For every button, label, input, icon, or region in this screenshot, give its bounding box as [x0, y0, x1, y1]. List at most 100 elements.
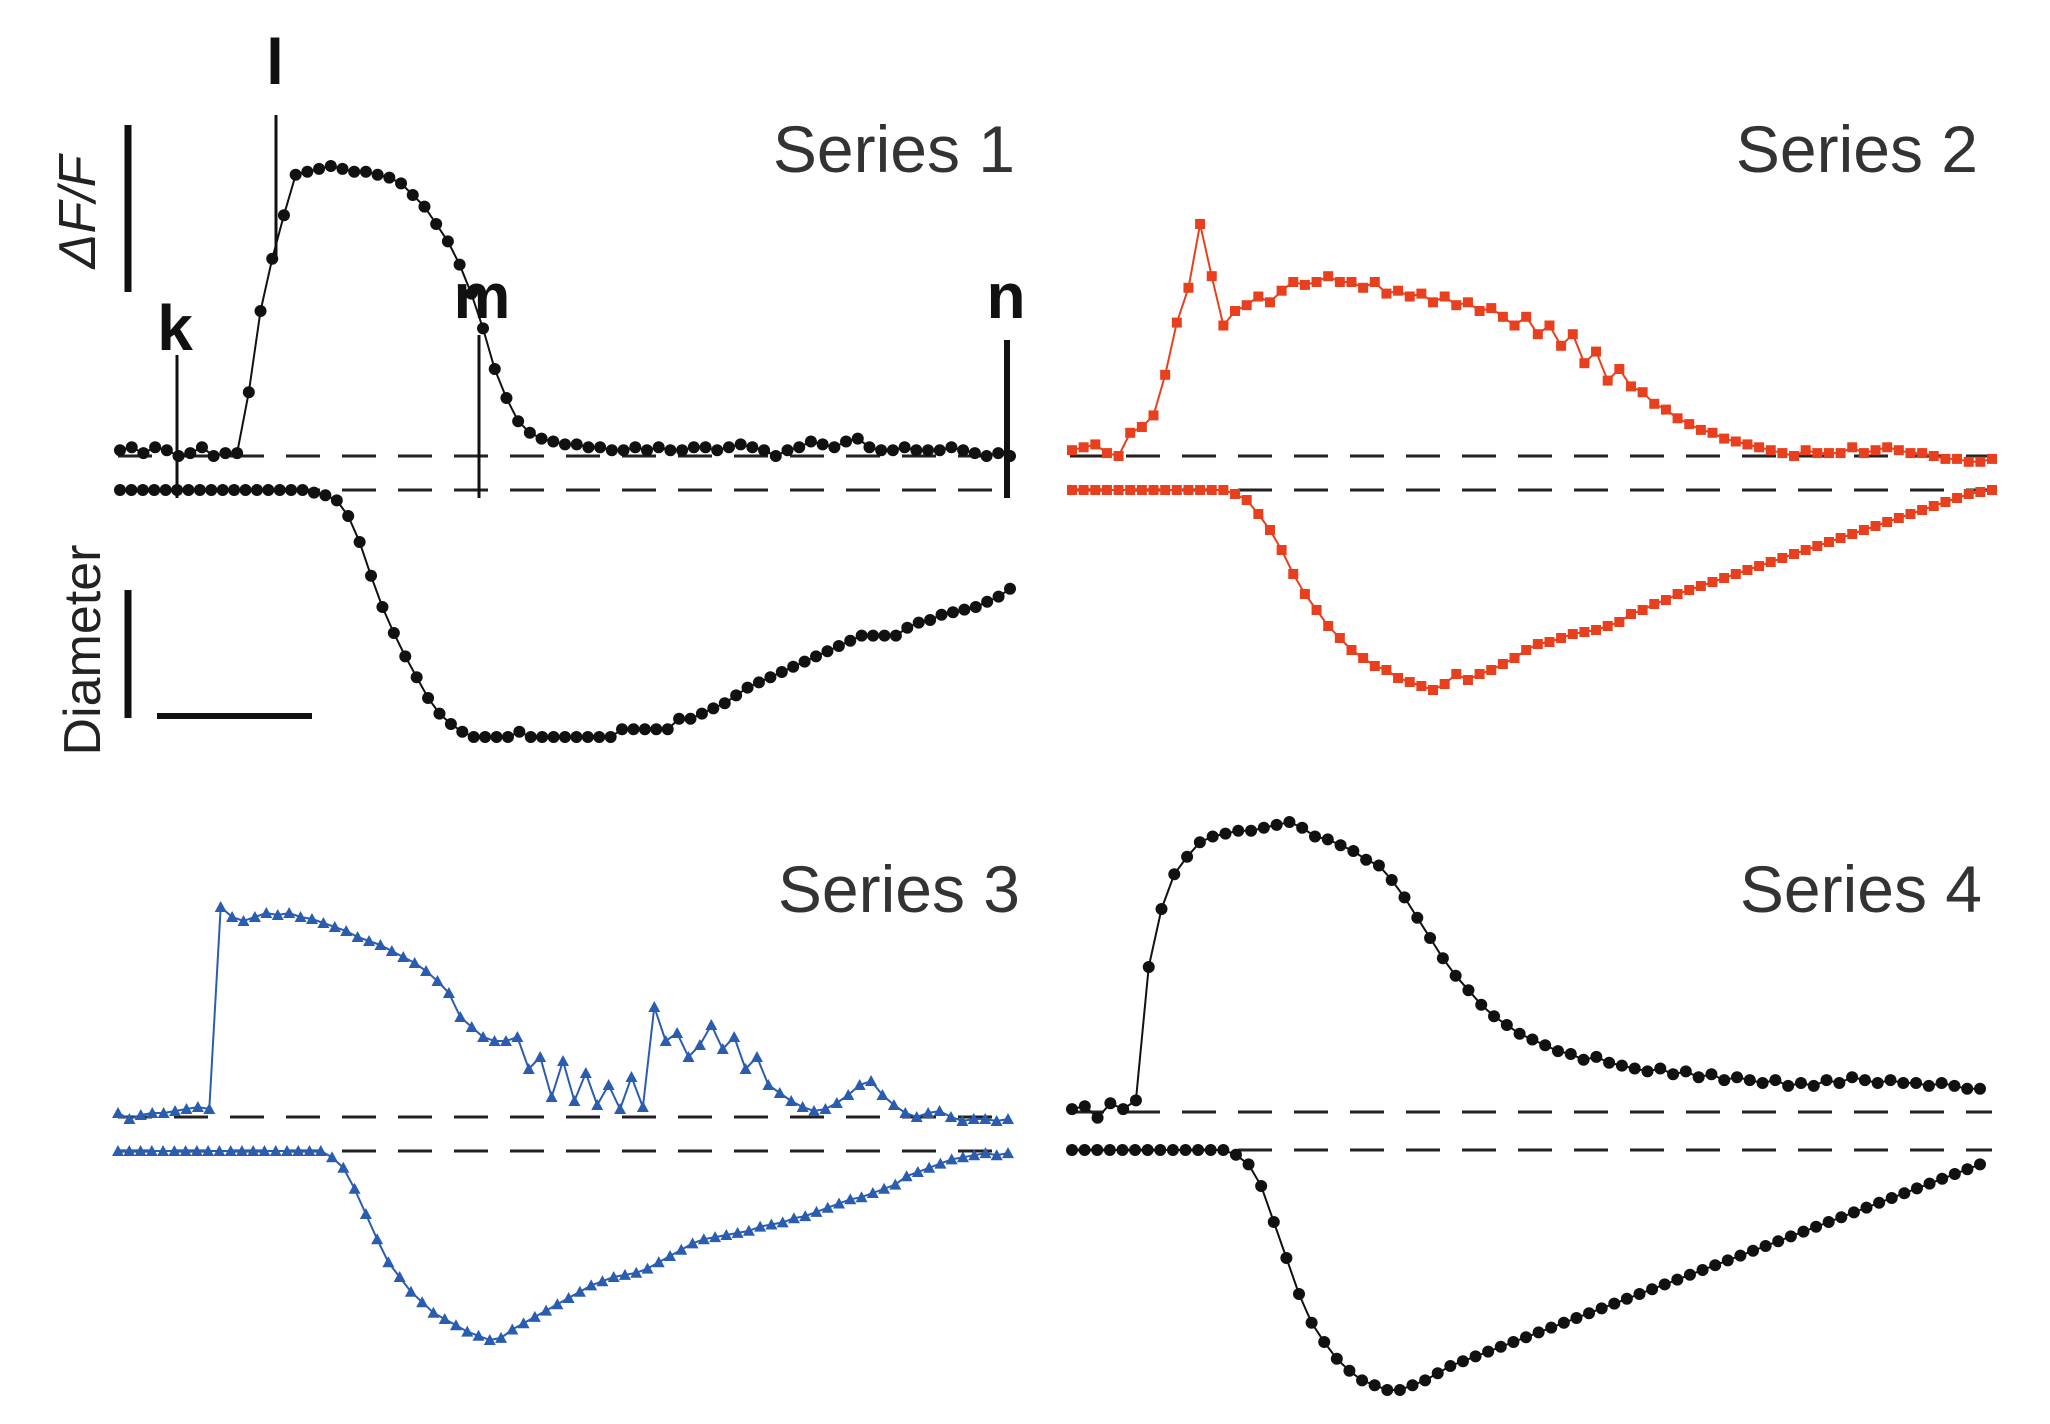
- series-4-dff-point: [1500, 1019, 1513, 1031]
- series-2-dff-point: [1800, 445, 1811, 456]
- series-2-dff-point: [1625, 381, 1636, 392]
- series-3-dff-point: [842, 1089, 855, 1100]
- series-2-dff-point: [1602, 375, 1613, 386]
- series-4-dff-point: [1948, 1079, 1961, 1092]
- series-4-diameter-point: [1520, 1331, 1532, 1344]
- series-4-dff-point: [1628, 1062, 1641, 1075]
- series-4-dff-point: [1769, 1074, 1782, 1087]
- series-2-diameter-point: [1579, 627, 1590, 637]
- series-2-diameter-point: [1823, 537, 1834, 547]
- series-4-diameter-point: [1583, 1307, 1596, 1320]
- series-3-diameter-point: [697, 1233, 710, 1245]
- series-4-dff-point: [1871, 1077, 1884, 1089]
- series-1-dff-point: [453, 258, 466, 271]
- series-4-dff-point: [1603, 1056, 1616, 1069]
- series-4-diameter-point: [1910, 1182, 1923, 1195]
- series-2-diameter-point: [1404, 677, 1415, 687]
- series-1-diameter-point: [775, 666, 788, 678]
- series-4-dff-point: [1347, 845, 1360, 857]
- series-2-dff-point: [1183, 282, 1194, 293]
- series-1-dff-point: [570, 438, 583, 451]
- series-2-diameter-point: [1556, 633, 1567, 643]
- series-2-diameter-point: [1684, 585, 1695, 595]
- series-4-trace-diameter-line: [1072, 1149, 1981, 1391]
- series-2-diameter-point: [1393, 673, 1404, 683]
- series-1-diameter-point: [182, 484, 195, 496]
- series-2-dff-point: [1730, 436, 1741, 447]
- series-4-diameter-point: [1885, 1192, 1898, 1204]
- series-3-dff-point: [614, 1103, 627, 1114]
- series-2-diameter-point: [1241, 495, 1252, 505]
- series-3-dff-point: [545, 1091, 558, 1102]
- series-4-diameter-point: [1557, 1316, 1570, 1329]
- series-1-dff-point: [242, 386, 255, 399]
- series-2-dff-point: [1486, 303, 1497, 314]
- series-1-diameter-point: [433, 707, 446, 720]
- series-3-dff-point: [134, 1109, 147, 1120]
- series-2-dff-point: [1742, 439, 1753, 450]
- series-2-diameter-point: [1264, 525, 1275, 535]
- series-1-diameter-point: [193, 484, 206, 496]
- series-4-dff-point: [1654, 1062, 1667, 1075]
- series-1-dff-point: [945, 441, 958, 454]
- series-4-diameter-point: [1620, 1292, 1633, 1305]
- series-2-diameter-point: [1369, 661, 1380, 671]
- series-1-dff-point: [711, 444, 724, 457]
- series-3-dff-point: [728, 1031, 741, 1042]
- series-2-dff-point: [1381, 288, 1392, 299]
- series-1-diameter-point: [228, 484, 241, 496]
- series-4-dff-point: [1142, 961, 1155, 973]
- series-2-diameter-point: [1509, 653, 1520, 663]
- series-4-dff-point: [1718, 1074, 1731, 1087]
- series-1-dff-point: [395, 177, 408, 190]
- series-1-dff-point: [266, 252, 279, 265]
- series-3-dff-point: [283, 907, 296, 918]
- series-4-diameter-point: [1179, 1144, 1192, 1156]
- series-1-dff-point: [769, 450, 782, 462]
- series-1-diameter-point: [136, 484, 149, 496]
- series-3-dff-point: [499, 1035, 512, 1046]
- series-4-dff-point: [1436, 952, 1449, 965]
- series-3-dff-point: [659, 1035, 672, 1046]
- series-3-dff-point: [305, 913, 318, 924]
- series-3-dff-point: [568, 1095, 581, 1106]
- series-2-diameter-point: [1183, 485, 1194, 495]
- series-3-dff-point: [260, 907, 273, 918]
- series-1-diameter-point: [490, 731, 503, 743]
- series-1-dff-point: [793, 441, 806, 454]
- series-3-diameter-point: [742, 1224, 755, 1236]
- series-4-dff-point: [1539, 1039, 1552, 1052]
- series-4-diameter-point: [1103, 1144, 1116, 1156]
- series-2-diameter-point: [1952, 493, 1963, 503]
- series-1-diameter-point: [319, 489, 332, 502]
- series-2-diameter-point: [1276, 545, 1287, 555]
- series-2-diameter-point: [1439, 679, 1450, 689]
- series-3-dff-point: [922, 1107, 935, 1118]
- series-2-dff-point: [1428, 297, 1439, 308]
- series-2-diameter-point: [1416, 681, 1427, 691]
- event-label-k: k: [157, 292, 193, 364]
- series-2-dff-point: [1649, 398, 1660, 409]
- series-3-dff-point: [442, 987, 455, 998]
- series-3-diameter-point: [427, 1306, 440, 1318]
- series-4-dff-point: [1820, 1074, 1833, 1087]
- series-4-diameter-point: [1444, 1360, 1457, 1372]
- series-2-diameter-point: [1532, 639, 1543, 649]
- series-1-dff-point: [207, 450, 220, 462]
- series-1-dff-point: [992, 447, 1005, 460]
- series-2-diameter-point: [1358, 653, 1369, 663]
- series-1-dff-point: [922, 444, 935, 457]
- series-2-dff-point: [1858, 448, 1869, 459]
- series-2-diameter-point: [1602, 621, 1613, 631]
- series-1-diameter-point: [536, 731, 549, 743]
- series-2-dff-point: [1113, 451, 1124, 461]
- series-2-dff-point: [1917, 448, 1928, 459]
- series-1-dff-point: [219, 447, 232, 460]
- series-3-dff-point: [397, 951, 410, 962]
- series-3-diameter-point: [720, 1229, 733, 1240]
- series-4-dff-point: [1360, 853, 1373, 866]
- series-3-dff-point: [374, 939, 387, 950]
- series-4-dff-point: [1526, 1033, 1539, 1046]
- series-1-diameter-point: [992, 590, 1005, 603]
